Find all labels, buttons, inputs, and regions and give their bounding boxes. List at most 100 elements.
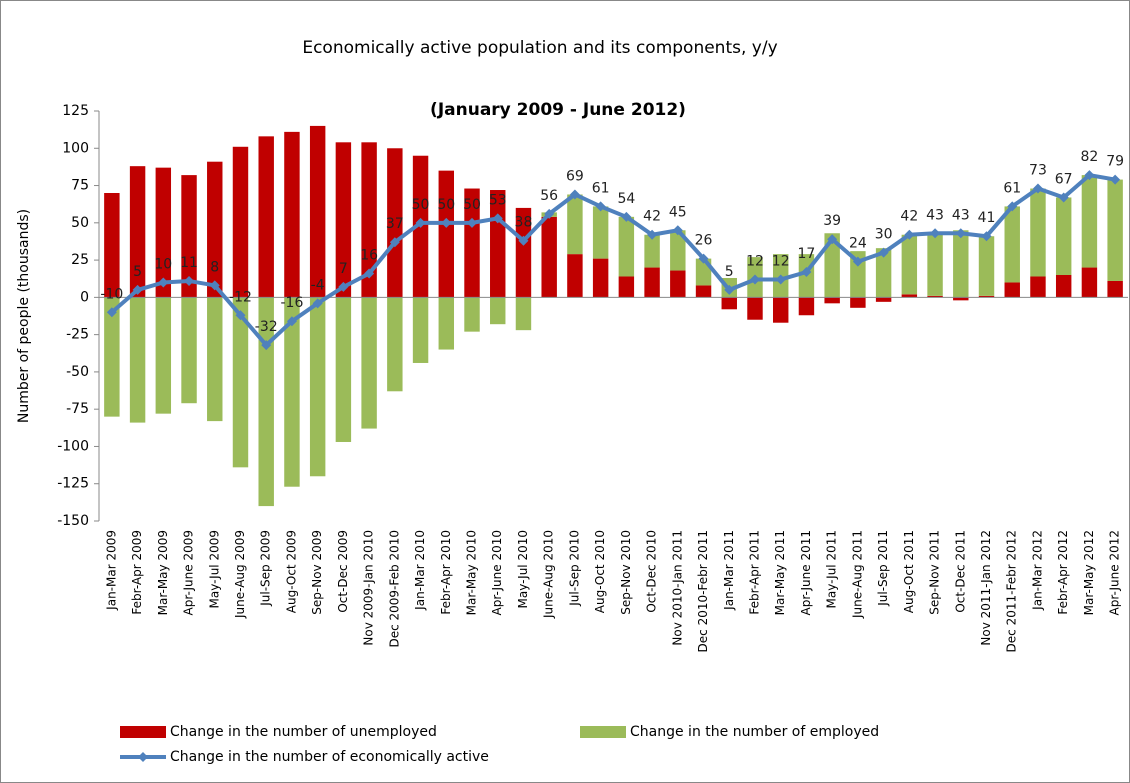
- bar: [258, 136, 274, 298]
- bar: [953, 230, 969, 298]
- x-tick-label: Mar-May 2011: [773, 530, 787, 615]
- line-marker: [930, 228, 941, 239]
- bar: [104, 297, 120, 417]
- x-tick-label: Jan-Mar 2012: [1030, 530, 1044, 611]
- bar: [464, 188, 480, 298]
- bar: [284, 297, 300, 487]
- x-tick-label: Apr-June 2012: [1108, 530, 1122, 615]
- data-label: 67: [1055, 171, 1073, 187]
- x-tick-label: Apr-June 2010: [490, 530, 504, 615]
- bar: [772, 297, 789, 323]
- x-tick-label: Jan-Mar 2009: [104, 530, 118, 611]
- x-tick-label: Aug-Oct 2010: [593, 530, 607, 613]
- bar: [464, 297, 480, 332]
- data-label: 61: [592, 180, 610, 196]
- x-tick-label: Aug-Oct 2009: [284, 530, 298, 613]
- data-label: 7: [339, 261, 348, 277]
- bar: [438, 297, 455, 350]
- line-marker: [749, 274, 760, 285]
- data-label: 73: [1029, 163, 1047, 179]
- data-label: 53: [489, 192, 507, 208]
- bar: [284, 131, 300, 298]
- data-label: 16: [360, 248, 378, 264]
- data-label: 45: [669, 204, 687, 220]
- bar: [670, 230, 686, 271]
- line-marker: [1058, 192, 1069, 203]
- bar: [335, 297, 352, 442]
- data-label: 24: [849, 236, 867, 252]
- x-tick-label: June-Aug 2010: [542, 530, 556, 619]
- bar: [798, 297, 815, 316]
- line-marker: [801, 267, 812, 278]
- x-tick-label: Dec 2010-Febr 2011: [696, 530, 710, 652]
- data-label: 41: [978, 210, 996, 226]
- x-tick-label: Mar-May 2012: [1082, 530, 1096, 615]
- bar: [309, 125, 326, 298]
- bar: [129, 166, 146, 298]
- line-marker: [775, 274, 786, 285]
- data-label: 8: [210, 259, 219, 275]
- legend-label: Change in the number of unemployed: [170, 724, 437, 740]
- y-tick-label: 0: [80, 289, 89, 305]
- y-axis-label: Number of people (thousands): [16, 209, 32, 423]
- x-tick-label: Oct-Dec 2010: [645, 530, 659, 613]
- line-marker: [1084, 170, 1095, 181]
- bar: [850, 297, 866, 308]
- x-tick-label: June-Aug 2009: [233, 530, 247, 619]
- bar: [387, 148, 403, 298]
- chart-subtitle: (January 2009 - June 2012): [430, 100, 686, 120]
- bar: [541, 216, 557, 298]
- bar: [155, 297, 172, 414]
- line-marker: [724, 284, 735, 295]
- y-tick-label: -50: [66, 364, 89, 380]
- bar: [1107, 179, 1123, 281]
- line-marker: [364, 268, 375, 279]
- data-label: 42: [643, 209, 661, 225]
- chart-title: Economically active population and its c…: [302, 38, 777, 58]
- line-marker: [132, 284, 143, 295]
- bar: [927, 233, 943, 296]
- line-marker: [106, 307, 117, 318]
- data-label: 5: [133, 264, 142, 280]
- line-marker: [981, 231, 992, 242]
- x-tick-label: Jan-Mar 2010: [413, 530, 427, 611]
- data-label: 79: [1106, 154, 1124, 170]
- legend-marker: [138, 752, 148, 762]
- x-tick-label: Nov 2009-Jan 2010: [362, 530, 376, 646]
- x-tick-label: Febr-Apr 2011: [747, 530, 761, 615]
- x-tick-label: Oct-Dec 2011: [953, 530, 967, 613]
- legend-swatch: [120, 726, 166, 738]
- data-label: 12: [772, 253, 790, 269]
- bar: [438, 170, 455, 298]
- bar: [927, 295, 943, 298]
- line-marker: [312, 298, 323, 309]
- bar: [129, 297, 146, 423]
- line-marker: [184, 275, 195, 286]
- line-marker: [672, 225, 683, 236]
- bar: [901, 294, 918, 298]
- x-tick-label: Jul-Sep 2009: [259, 530, 273, 607]
- x-tick-label: Jul-Sep 2010: [567, 530, 581, 607]
- data-label: 26: [695, 233, 713, 249]
- x-tick-label: May-Jul 2009: [207, 530, 221, 608]
- data-label: 17: [798, 246, 816, 262]
- legend-label: Change in the number of employed: [630, 724, 879, 740]
- x-tick-label: Mar-May 2009: [156, 530, 170, 615]
- bar: [1081, 175, 1098, 268]
- bar: [1030, 188, 1046, 277]
- data-label: 43: [926, 207, 944, 223]
- bar: [155, 167, 172, 298]
- x-tick-label: Apr-June 2011: [799, 530, 813, 615]
- y-tick-label: 25: [71, 252, 89, 268]
- data-label: 42: [900, 209, 918, 225]
- bar: [1081, 267, 1098, 298]
- x-tick-label: Oct-Dec 2009: [336, 530, 350, 613]
- data-label: 12: [746, 253, 764, 269]
- bar: [1004, 206, 1020, 283]
- legend-label: Change in the number of economically act…: [170, 749, 489, 765]
- bar: [181, 175, 197, 298]
- bar: [875, 248, 892, 298]
- bar: [721, 297, 737, 310]
- data-label: 69: [566, 168, 584, 184]
- bar: [258, 297, 274, 507]
